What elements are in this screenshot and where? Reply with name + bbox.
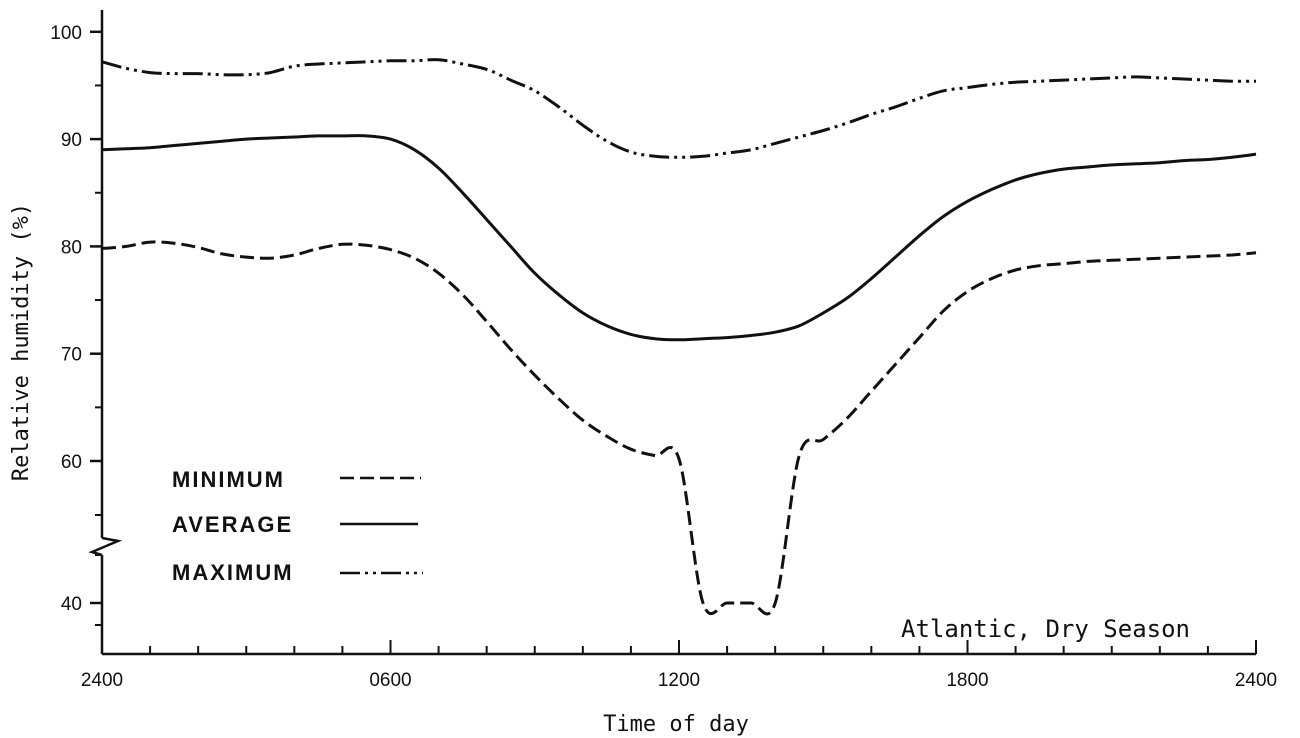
series-line-average bbox=[101, 134, 1257, 342]
y-tick-label: 100 bbox=[50, 23, 82, 44]
y-axis-title: Relative humidity (%) bbox=[9, 203, 34, 481]
series-lines bbox=[101, 58, 1257, 616]
x-tick-label: 2400 bbox=[1235, 670, 1277, 691]
x-tick-label: 2400 bbox=[81, 670, 123, 691]
x-tick-label: 0600 bbox=[369, 670, 411, 691]
x-axis-title: Time of day bbox=[603, 712, 749, 737]
y-tick-label: 40 bbox=[61, 594, 82, 615]
y-axis-break bbox=[88, 536, 123, 557]
legend-item-minimum: MINIMUM bbox=[172, 467, 421, 492]
x-ticks: 2400 0600 1200 1800 2400 bbox=[81, 640, 1277, 691]
legend-label-maximum: MAXIMUM bbox=[172, 560, 294, 585]
legend-label-average: AVERAGE bbox=[172, 512, 293, 537]
chart-annotation: Atlantic, Dry Season bbox=[901, 615, 1190, 643]
legend-label-minimum: MINIMUM bbox=[172, 467, 285, 492]
y-tick-label: 60 bbox=[61, 452, 82, 473]
legend-item-average: AVERAGE bbox=[172, 512, 418, 537]
y-tick-label: 80 bbox=[61, 237, 82, 258]
series-line-minimum bbox=[101, 240, 1257, 616]
x-tick-label: 1200 bbox=[658, 670, 700, 691]
y-tick-label: 90 bbox=[61, 130, 82, 151]
axes bbox=[88, 10, 1256, 656]
legend-item-maximum: MAXIMUM bbox=[172, 560, 423, 585]
x-tick-label: 1800 bbox=[946, 670, 988, 691]
y-ticks: 40 60 70 80 90 100 bbox=[50, 23, 102, 626]
y-tick-label: 70 bbox=[61, 345, 82, 366]
legend: MINIMUM AVERAGE MAXIMUM bbox=[172, 467, 423, 585]
series-line-maximum bbox=[101, 58, 1257, 159]
